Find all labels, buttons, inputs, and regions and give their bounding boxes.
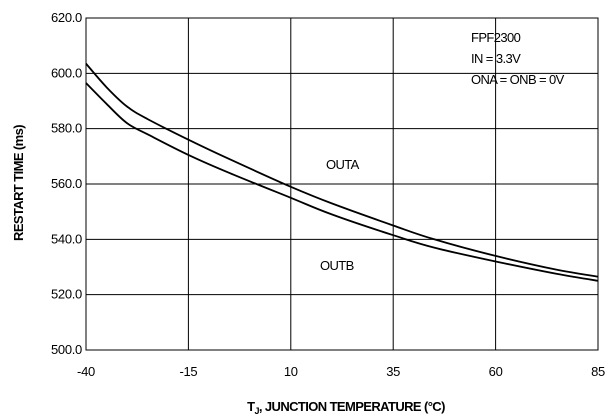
x-axis-label: TJ, JUNCTION TEMPERATURE (°C) — [247, 399, 445, 416]
series-line-outb — [85, 82, 599, 282]
x-tick-label-4: 60 — [489, 364, 503, 379]
series-line-outa — [85, 63, 599, 278]
x-tick-label-2: 10 — [284, 364, 298, 379]
y-tick-label-6: 620.0 — [51, 10, 82, 25]
y-axis-label: RESTART TIME (ms) — [11, 125, 26, 241]
x-tick-label-5: 85 — [591, 364, 605, 379]
x-tick-labels: -40 -15 10 35 60 85 — [77, 364, 605, 379]
series-layer — [85, 63, 599, 282]
condition-input: IN = 3.3V — [471, 51, 521, 66]
x-axis-label-subscript: J — [255, 406, 260, 416]
y-tick-label-5: 600.0 — [51, 65, 82, 80]
series-label-outa: OUTA — [326, 157, 360, 172]
x-tick-label-3: 35 — [386, 364, 400, 379]
y-tick-labels: 500.0 520.0 540.0 560.0 580.0 600.0 620.0 — [51, 10, 82, 357]
y-tick-label-2: 540.0 — [51, 231, 82, 246]
x-tick-label-1: -15 — [179, 364, 197, 379]
condition-on-pins: ONA = ONB = 0V — [471, 72, 565, 87]
y-tick-label-1: 520.0 — [51, 287, 82, 302]
plot-frame — [85, 17, 599, 351]
x-tick-label-0: -40 — [77, 364, 95, 379]
grid — [85, 17, 599, 351]
x-axis-label-main: T — [247, 399, 255, 414]
y-tick-label-3: 560.0 — [51, 176, 82, 191]
x-axis-label-rest: , JUNCTION TEMPERATURE (°C) — [259, 399, 445, 414]
y-tick-label-4: 580.0 — [51, 121, 82, 136]
condition-device: FPF2300 — [471, 30, 521, 45]
y-tick-label-0: 500.0 — [51, 342, 82, 357]
series-label-outb: OUTB — [320, 258, 354, 273]
